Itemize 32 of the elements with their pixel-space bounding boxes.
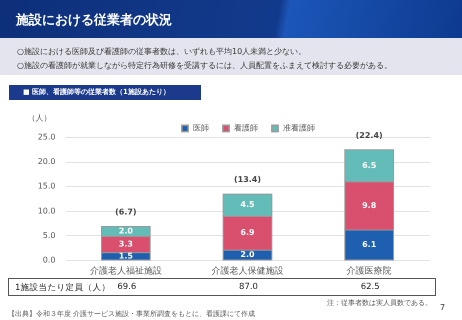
y-tick-label: 15.0 — [38, 182, 56, 191]
data-label: 2.0 — [240, 250, 256, 260]
y-axis-title: （人） — [28, 114, 52, 122]
y-tick-label: 20.0 — [38, 157, 56, 166]
legend-label: 准看護師 — [283, 123, 315, 132]
data-label: 3.3 — [118, 240, 133, 248]
x-tick-label: 介護医療院 — [346, 266, 392, 276]
data-label: 1.5 — [118, 251, 134, 260]
data-label: 9.8 — [362, 200, 377, 210]
x-tick-label: 介護老人福祉施設 — [90, 266, 162, 276]
y-tick-label: 25.0 — [38, 132, 56, 142]
total-label: (6.7) — [115, 208, 137, 217]
total-label: (22.4) — [356, 130, 383, 140]
text: 87.0 — [238, 282, 259, 292]
legend-label: 医師 — [193, 123, 209, 132]
data-label: 4.5 — [240, 200, 256, 210]
text: 69.6 — [117, 282, 136, 292]
legend-label: 看護師 — [234, 123, 258, 132]
total-label: (13.4) — [234, 175, 262, 184]
text: 62.5 — [360, 282, 381, 292]
y-tick-label: 5.0 — [42, 230, 56, 240]
y-tick-label: 10.0 — [38, 206, 56, 216]
text: 1施設当たり定員（人） — [15, 282, 110, 294]
x-tick-label: 介護老人保健施設 — [212, 266, 284, 276]
y-tick-label: 0.0 — [42, 256, 56, 264]
data-label: 2.0 — [118, 226, 134, 236]
chart-subtitle: ○施設における医師及び看護師の従事者数は、いずれも平均10人未満と少ない。 ○施設の看護師が就業しながら特定行為研修を受講するには、人員配置をふまえて検討する必要がある。 — [17, 46, 392, 71]
chart-title: 施設における従業者の状況 — [16, 12, 172, 29]
data-label: 6.5 — [362, 160, 377, 170]
data-label: 6.1 — [362, 240, 377, 249]
text: 7 — [440, 303, 446, 312]
data-label: 6.9 — [240, 228, 256, 238]
